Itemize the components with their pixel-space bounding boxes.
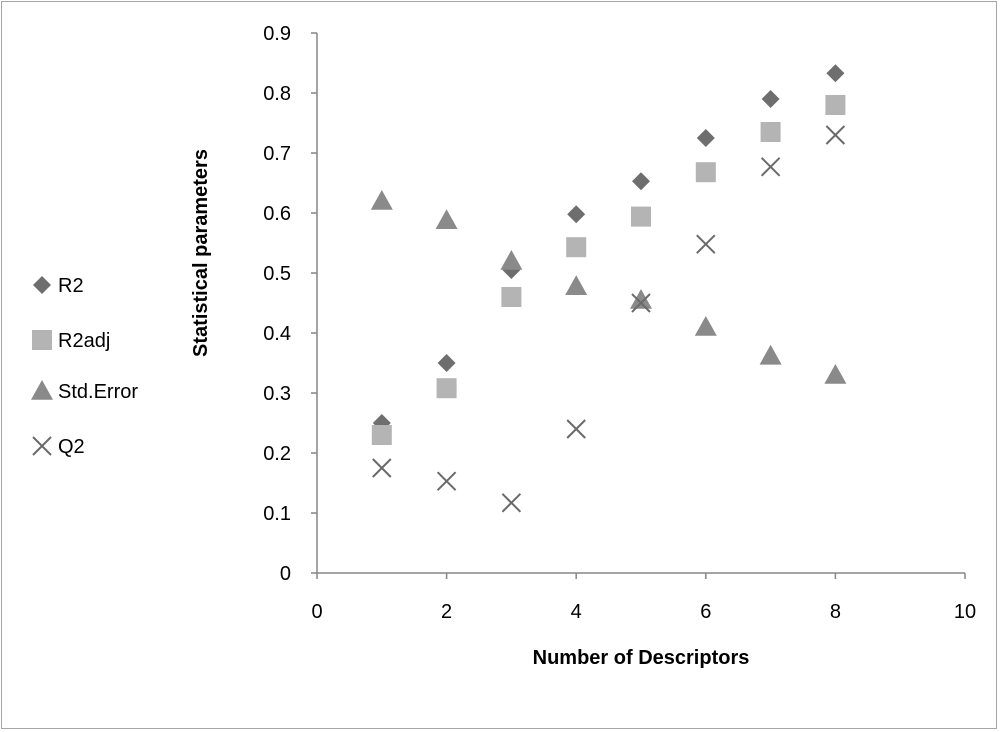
x-tick-label: 6 [700,601,711,623]
point-std-error [824,364,847,384]
axes [316,33,965,574]
point-q2 [566,419,586,439]
x-tick-label: 10 [954,601,976,623]
point-r2adj [566,237,587,258]
point-std-error [565,275,588,295]
point-r2adj [436,378,457,399]
y-tick-label: 0.5 [263,263,291,285]
y-axis-ticks: 0 0.1 0.2 0.3 0.4 0.5 0.6 0.7 0.8 0.9 [263,23,317,585]
x-tick-label: 2 [441,601,452,623]
point-q2 [825,125,846,145]
point-std-error [759,344,782,365]
legend-item-r2adj: R2adj [32,330,110,352]
point-r2 [632,172,650,191]
y-tick-label: 0.3 [263,383,291,405]
data-points [370,64,847,513]
point-r2adj [825,95,846,115]
point-std-error [694,316,717,336]
x-tick-label: 0 [311,601,322,623]
y-tick-label: 0 [280,563,291,585]
legend-label-r2: R2 [58,275,84,297]
y-tick-label: 0.2 [263,443,291,465]
legend: R2 R2adj Std.Error Q2 [31,275,138,458]
legend-item-std-error: Std.Error [31,380,138,403]
point-r2 [761,90,780,108]
y-axis-title: Statistical parameters [190,149,212,357]
legend-marker-r2 [33,276,51,294]
point-r2adj [371,425,392,445]
point-std-error [630,289,652,309]
y-tick-label: 0.9 [263,23,291,45]
point-q2 [372,458,392,478]
point-r2adj [695,162,716,183]
point-std-error [500,250,523,270]
legend-item-q2: Q2 [32,436,85,458]
point-q2 [631,293,651,313]
x-tick-label: 4 [571,601,582,623]
x-axis-title: Number of Descriptors [533,647,750,669]
point-r2 [437,354,456,372]
legend-label-r2adj: R2adj [58,330,110,352]
point-r2 [696,129,715,147]
point-std-error [370,190,393,210]
y-tick-label: 0.6 [263,203,291,225]
point-r2adj [631,206,651,227]
point-r2adj [501,287,522,307]
x-tick-label: 8 [830,601,841,623]
legend-item-r2: R2 [33,275,84,297]
point-r2adj [760,122,781,142]
legend-marker-r2adj [32,330,52,350]
y-tick-label: 0.4 [263,323,291,345]
point-r2 [826,64,845,83]
x-axis-ticks: 0 2 4 6 8 10 [311,573,976,623]
legend-marker-std-error [31,380,53,400]
point-q2 [501,493,522,513]
point-q2 [436,471,457,491]
point-r2 [567,205,586,224]
legend-marker-q2 [32,436,52,456]
point-std-error [435,209,458,229]
y-tick-label: 0.7 [263,143,291,165]
legend-label-std-error: Std.Error [58,381,138,403]
point-q2 [760,157,781,177]
y-tick-label: 0.1 [263,503,291,525]
legend-label-q2: Q2 [58,436,85,458]
y-tick-label: 0.8 [263,83,291,105]
point-q2 [696,234,716,254]
